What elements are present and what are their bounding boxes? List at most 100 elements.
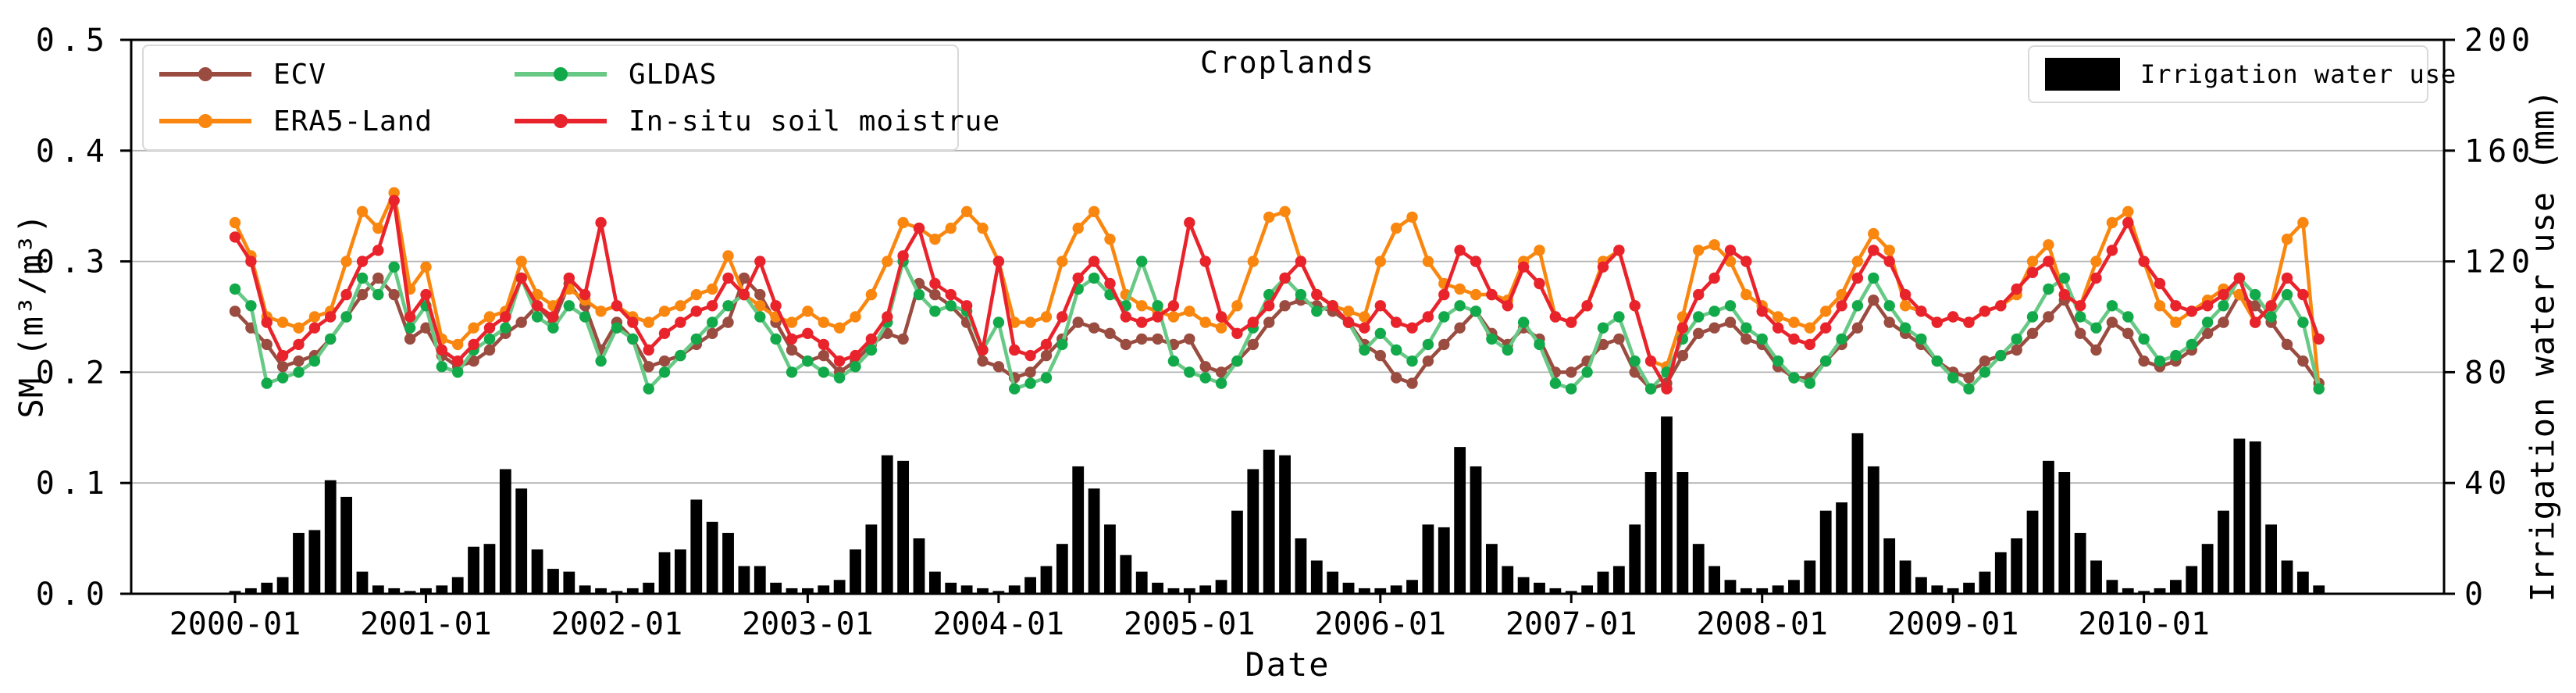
in-situ-soil-moistrue-marker bbox=[1327, 300, 1338, 312]
ecv-marker bbox=[2297, 355, 2309, 367]
irrigation-bar bbox=[833, 580, 846, 594]
era5-land-marker bbox=[308, 311, 321, 323]
y-left-tick-label: 0.3 bbox=[36, 245, 111, 280]
irrigation-bar bbox=[1152, 582, 1163, 594]
irrigation-bar bbox=[1517, 577, 1530, 594]
gldas-marker bbox=[1883, 300, 1895, 312]
gldas-series bbox=[229, 255, 2325, 395]
ecv-marker bbox=[722, 316, 734, 328]
gldas-marker bbox=[1231, 355, 1243, 367]
gldas-marker bbox=[1963, 383, 1975, 395]
gldas-marker bbox=[2281, 288, 2293, 301]
irrigation-bar bbox=[1756, 588, 1769, 594]
in-situ-soil-moistrue-marker bbox=[770, 300, 782, 312]
era5-land-marker bbox=[1772, 311, 1784, 323]
irrigation-bar bbox=[1422, 524, 1434, 594]
irrigation-bar bbox=[308, 530, 321, 594]
in-situ-soil-moistrue-marker bbox=[1566, 316, 1577, 328]
y-left-tick-label: 0.5 bbox=[36, 23, 111, 59]
in-situ-soil-moistrue-marker bbox=[611, 300, 623, 312]
irrigation-bar bbox=[897, 460, 910, 594]
in-situ-soil-moistrue-marker bbox=[2106, 245, 2118, 256]
in-situ-soil-moistrue-marker bbox=[1374, 300, 1387, 312]
ecv-line-sample-icon bbox=[159, 66, 251, 82]
gldas-marker bbox=[436, 361, 447, 373]
ecv-marker bbox=[2218, 316, 2229, 328]
ecv-marker bbox=[1120, 338, 1132, 351]
gldas-marker bbox=[770, 333, 782, 345]
gldas-marker bbox=[992, 316, 1005, 328]
in-situ-soil-moistrue-marker bbox=[675, 316, 686, 328]
y-left-tick-label: 0.2 bbox=[36, 355, 111, 391]
gldas-marker bbox=[595, 355, 607, 367]
irrigation-bar bbox=[1104, 524, 1116, 594]
ecv-marker bbox=[2250, 300, 2261, 312]
irrigation-bar bbox=[2090, 560, 2102, 594]
in-situ-soil-moistrue-marker bbox=[2186, 305, 2197, 317]
ecv-marker bbox=[276, 361, 289, 373]
ecv-marker bbox=[1693, 327, 1705, 339]
in-situ-soil-moistrue-marker bbox=[1836, 300, 1847, 312]
era5-land-marker bbox=[1883, 245, 1895, 256]
in-situ-soil-moistrue-marker bbox=[1024, 349, 1036, 362]
irrigation-bar bbox=[658, 552, 671, 594]
in-situ-soil-moistrue-marker bbox=[1152, 311, 1163, 323]
in-situ-soil-moistrue-marker bbox=[1470, 255, 1482, 267]
gldas-marker bbox=[833, 372, 846, 384]
gldas-marker bbox=[913, 288, 925, 301]
irrigation-bar bbox=[1454, 447, 1466, 594]
era5-land-marker bbox=[1088, 205, 1100, 217]
x-tick-label: 2010-01 bbox=[2078, 606, 2210, 642]
irrigation-bar bbox=[2074, 533, 2086, 594]
gldas-marker bbox=[675, 349, 686, 362]
irrigation-bar bbox=[2265, 524, 2278, 594]
gldas-marker bbox=[945, 300, 957, 312]
in-situ-soil-moistrue-series bbox=[229, 195, 2325, 395]
ecv-marker bbox=[1963, 372, 1975, 384]
era5-land-marker bbox=[1167, 311, 1180, 323]
in-situ-soil-moistrue-marker bbox=[833, 355, 846, 367]
legend-label-irrigation: Irrigation water use bbox=[2140, 59, 2457, 89]
era5-land-marker bbox=[452, 338, 464, 351]
gldas-marker bbox=[1724, 300, 1737, 312]
in-situ-soil-moistrue-marker bbox=[452, 355, 464, 367]
in-situ-soil-moistrue-marker bbox=[483, 322, 496, 334]
ecv-marker bbox=[929, 288, 941, 301]
in-situ-soil-moistrue-marker bbox=[2201, 300, 2214, 312]
gldas-marker bbox=[1644, 383, 1657, 395]
y-left-tick-label: 0.1 bbox=[36, 466, 111, 502]
irrigation-bar bbox=[738, 566, 750, 594]
in-situ-soil-moistrue-marker bbox=[372, 245, 384, 256]
in-situ-soil-moistrue-marker bbox=[1184, 216, 1195, 229]
in-situ-soil-moistrue-marker bbox=[595, 216, 607, 229]
in-situ-soil-moistrue-marker bbox=[1072, 272, 1084, 284]
irrigation-bar bbox=[261, 582, 273, 594]
ecv-marker bbox=[468, 355, 479, 367]
in-situ-soil-moistrue-marker bbox=[2138, 255, 2150, 267]
irrigation-bar bbox=[1485, 544, 1498, 594]
in-situ-soil-moistrue-marker bbox=[1756, 305, 1768, 317]
gldas-marker bbox=[611, 322, 623, 334]
chart-title: Croplands bbox=[1200, 45, 1375, 80]
in-situ-soil-moistrue-marker bbox=[1263, 300, 1275, 312]
gldas-marker bbox=[1995, 349, 2007, 362]
irrigation-bar bbox=[1263, 449, 1275, 594]
era5-land-marker bbox=[276, 316, 289, 328]
in-situ-soil-moistrue-marker bbox=[2154, 277, 2166, 290]
in-situ-soil-moistrue-marker bbox=[2075, 300, 2086, 312]
legend-label-ecv: ECV bbox=[273, 58, 327, 91]
ecv-marker bbox=[1438, 338, 1450, 351]
gldas-marker bbox=[1629, 355, 1641, 367]
in-situ-soil-moistrue-marker bbox=[1438, 288, 1450, 301]
gldas-marker bbox=[356, 272, 369, 284]
gldas-marker bbox=[658, 366, 671, 378]
irrigation-bar bbox=[1804, 560, 1816, 594]
in-situ-soil-moistrue-marker bbox=[786, 333, 798, 345]
legend-label-gldas: GLDAS bbox=[629, 58, 718, 91]
in-situ-soil-moistrue-marker bbox=[1947, 311, 1959, 323]
irrigation-bar bbox=[675, 549, 686, 594]
era5-land-marker bbox=[945, 222, 957, 234]
era5-land-marker bbox=[1708, 239, 1720, 251]
gldas-marker bbox=[2058, 272, 2070, 284]
irrigation-bar bbox=[1120, 555, 1132, 594]
